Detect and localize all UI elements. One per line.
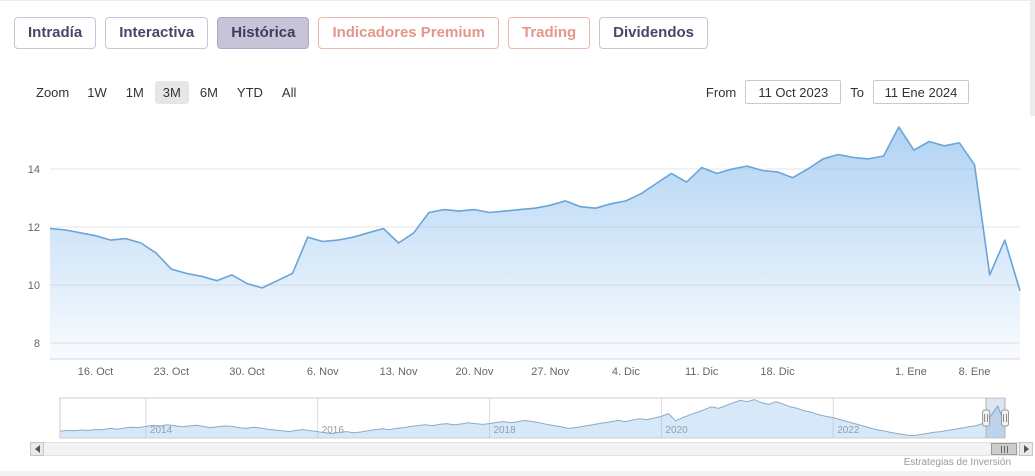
main-chart-svg[interactable]: 8 10 12 14 16. Oct 23. Oct 30. Oct 6. Nov 13. No… (0, 107, 1035, 381)
chart-tabs: Intradía Interactiva Histórica Indicador… (14, 17, 709, 49)
navigator-year-label: 2020 (665, 425, 688, 436)
tab-intradia[interactable]: Intradía (14, 17, 97, 49)
zoom-button-1w[interactable]: 1W (79, 81, 115, 104)
y-axis-label: 8 (34, 338, 40, 350)
navigator-year-label: 2016 (322, 425, 345, 436)
tab-indicadores-premium[interactable]: Indicadores Premium (318, 17, 499, 49)
x-axis-label: 27. Nov (531, 366, 569, 378)
x-axis-label: 1. Ene (895, 366, 927, 378)
tab-dividendos[interactable]: Dividendos (599, 17, 709, 49)
navigator-year-label: 2018 (494, 425, 517, 436)
x-axis-label: 13. Nov (380, 366, 418, 378)
zoom-button-all[interactable]: All (274, 81, 304, 104)
price-area-fill (50, 127, 1020, 359)
navigator-selected-mask (986, 398, 1005, 438)
scrollbar-track[interactable] (44, 442, 1019, 456)
scrollbar-thumb[interactable] (991, 443, 1017, 455)
y-axis-label: 10 (28, 280, 40, 292)
x-axis-label: 11. Dic (685, 366, 719, 378)
from-label: From (705, 84, 737, 100)
x-axis-label: 20. Nov (455, 366, 493, 378)
to-date-input[interactable] (873, 80, 969, 104)
navigator-year-label: 2022 (837, 425, 860, 436)
zoom-label: Zoom (36, 84, 70, 100)
navigator-area-fill (60, 399, 1005, 438)
thumb-grip-icon (1003, 445, 1005, 453)
zoom-button-3m[interactable]: 3M (154, 80, 189, 104)
navigator-year-label: 2014 (150, 425, 173, 436)
from-date-input[interactable] (745, 80, 842, 104)
x-axis-label: 18. Dic (760, 366, 795, 378)
tab-interactiva[interactable]: Interactiva (105, 17, 209, 49)
to-label: To (850, 84, 864, 100)
bottom-strip (0, 471, 1035, 476)
navigator-scrollbar (30, 442, 1033, 456)
zoom-button-6m[interactable]: 6M (192, 81, 226, 104)
from-to-group: From To (706, 80, 1035, 104)
tab-trading[interactable]: Trading (508, 17, 591, 49)
y-axis-label: 12 (28, 222, 40, 234)
tab-historica[interactable]: Histórica (217, 17, 310, 49)
scrollbar-left-button[interactable] (30, 442, 44, 456)
navigator-handle-right[interactable] (1001, 398, 1009, 438)
right-arrow-icon (1023, 445, 1029, 453)
page-scrollbar-strip (1030, 1, 1035, 116)
credits-link[interactable]: Estrategias de Inversión (903, 457, 1011, 468)
x-axis-label: 6. Nov (307, 366, 339, 378)
left-arrow-icon (34, 445, 40, 453)
x-axis-label: 30. Oct (229, 366, 264, 378)
navigator-handle-left[interactable] (982, 398, 991, 438)
x-axis-label: 16. Oct (78, 366, 113, 378)
zoom-button-1m[interactable]: 1M (118, 81, 152, 104)
price-line (49, 126, 1021, 292)
y-axis-label: 14 (28, 164, 40, 176)
navigator-svg[interactable]: 2014 2016 2018 2020 2022 (0, 397, 1035, 441)
x-axis-label: 23. Oct (154, 366, 189, 378)
navigator-line (59, 399, 1006, 437)
scrollbar-right-button[interactable] (1019, 442, 1033, 456)
x-axis-label: 8. Ene (959, 366, 991, 378)
zoom-button-ytd[interactable]: YTD (229, 81, 271, 104)
range-selector: Zoom 1W 1M 3M 6M YTD All From To (36, 79, 1035, 105)
x-axis-label: 4. Dic (612, 366, 641, 378)
